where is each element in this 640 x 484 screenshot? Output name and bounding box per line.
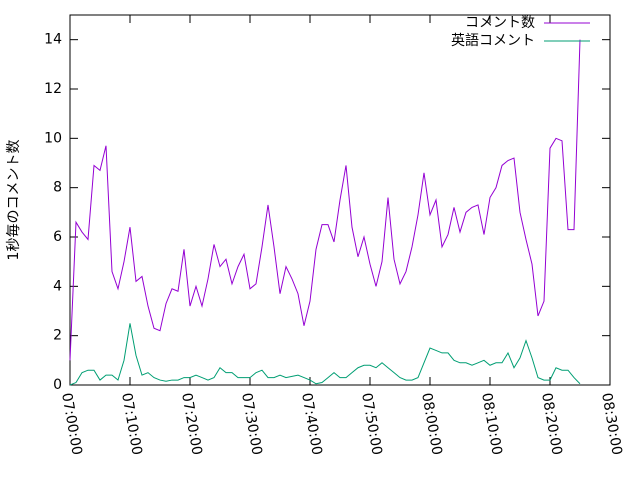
y-tick-label: 14 bbox=[44, 32, 62, 48]
x-tick-label: 07:40:00 bbox=[298, 392, 325, 457]
x-tick-label: 07:30:00 bbox=[238, 392, 265, 457]
x-tick-label: 07:20:00 bbox=[178, 392, 205, 457]
y-axis-label: 1秒毎のコメント数 bbox=[6, 140, 22, 261]
series-line bbox=[69, 39, 581, 361]
y-tick-label: 4 bbox=[53, 278, 62, 294]
legend-label: 英語コメント bbox=[451, 32, 535, 49]
y-tick-label: 10 bbox=[44, 130, 62, 146]
x-tick-label: 08:20:00 bbox=[538, 392, 565, 457]
x-tick-label: 08:10:00 bbox=[478, 392, 505, 457]
y-tick-label: 2 bbox=[53, 328, 62, 344]
plot-border bbox=[69, 14, 611, 386]
y-tick-label: 8 bbox=[53, 180, 62, 196]
y-tick-label: 6 bbox=[53, 229, 62, 245]
x-tick-label: 07:00:00 bbox=[58, 392, 85, 457]
series-line bbox=[69, 323, 581, 386]
x-tick-label: 08:30:00 bbox=[598, 392, 625, 457]
y-tick-label: 12 bbox=[44, 81, 62, 97]
x-tick-label: 07:10:00 bbox=[118, 392, 145, 457]
y-tick-label: 0 bbox=[53, 377, 62, 393]
x-tick-label: 08:00:00 bbox=[418, 392, 445, 457]
x-tick-label: 07:50:00 bbox=[358, 392, 385, 457]
legend-label: コメント数 bbox=[465, 15, 535, 31]
